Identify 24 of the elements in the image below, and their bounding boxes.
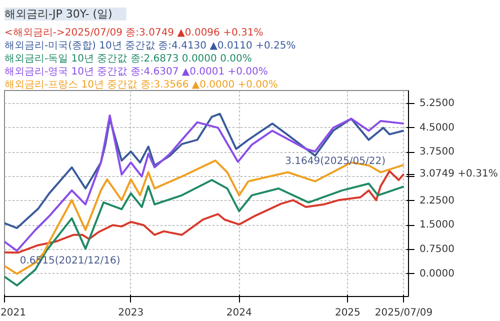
text: 해외금리-영국 10년 중간값 종:4.6307 ▲0.0001 +0.00% [4, 66, 268, 78]
y-tick-label: 4.5000 [420, 122, 454, 134]
y-tick-label: 0.7500 [420, 244, 454, 255]
line-series [4, 114, 405, 252]
chart-title: 해외금리-JP 30Y- (일) [4, 8, 112, 20]
y-tick-label: 3.7500 [420, 146, 454, 158]
text: 해외금리-미국(종합) 10년 중간값 종:4.4130 ▲0.0110 +0.25% [4, 40, 296, 52]
y-tick-label: 0.0000 [420, 268, 454, 280]
annotation: 3.1649(2025/05/22) [285, 156, 386, 168]
x-tick-label: 2025/07/09 [374, 308, 433, 318]
y-tick-label: 2.2500 [420, 195, 454, 206]
text: <해외금리->2025/07/09 종:3.0749 ▲0.0096 +0.31% [4, 28, 264, 38]
line-series [4, 170, 405, 254]
text: 해외금리-프랑스 10년 중간값 종:3.3566 ▲0.0000 +0.00% [4, 80, 278, 90]
y-tick-label: 5.2500 [420, 98, 454, 109]
line-series [4, 112, 405, 230]
annotation: 3.0749 +0.31% [420, 168, 498, 180]
x-tick-label: 2023 [118, 308, 144, 318]
text: 해외금리-독일 10년 중간값 종:2.6873 0.0000 0.00% [4, 54, 252, 64]
y-tick-label: 1.5000 [420, 220, 454, 231]
x-tick-label: 2025 [334, 308, 360, 318]
x-tick-label: 2024 [226, 308, 252, 318]
x-tick-label: 2021 [0, 308, 26, 318]
line-series [4, 179, 405, 286]
